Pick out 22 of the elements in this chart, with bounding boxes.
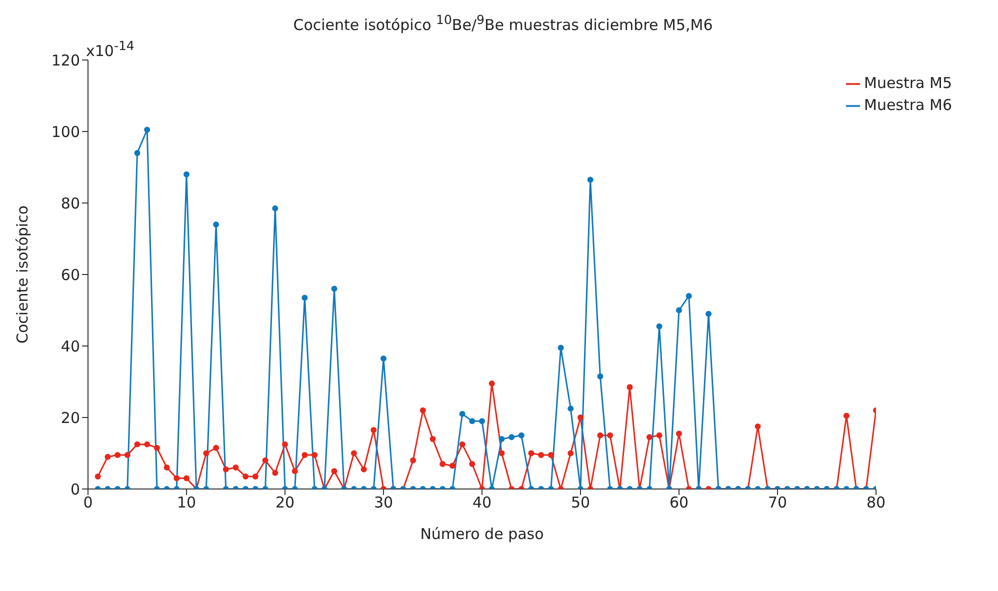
y-tick-label: 60 — [60, 266, 80, 284]
x-axis-title: Número de paso — [420, 525, 544, 543]
x-tick-label: 40 — [472, 494, 492, 512]
chart-title: Cociente isotópico $^{10}$Be/$^{9}$Be muestras diciembre M5,M6 — [292, 12, 714, 34]
y-tick-label: 20 — [60, 408, 80, 427]
legend-label: Muestra M5 — [864, 74, 952, 92]
x-tick-label: 30 — [374, 494, 394, 512]
x-tick-label: 10 — [176, 494, 196, 512]
y-tick-label: 40 — [60, 337, 80, 356]
x-tick-label: 60 — [669, 494, 689, 512]
annotation: x10$^{-14}$ — [86, 38, 134, 60]
y-tick-label: 80 — [60, 194, 80, 212]
y-tick-label: 100 — [51, 122, 80, 141]
x-tick-label: 80 — [866, 494, 886, 512]
y-axis-title: Cociente isotópico — [13, 205, 32, 344]
y-tick-label: 120 — [51, 51, 80, 70]
x-tick-label: 0 — [83, 494, 93, 512]
legend-label: Muestra M6 — [864, 96, 952, 114]
x-tick-label: 50 — [570, 494, 590, 512]
x-tick-label: 20 — [275, 494, 295, 512]
y-tick-label: 0 — [70, 480, 80, 498]
x-tick-label: 70 — [768, 494, 788, 512]
